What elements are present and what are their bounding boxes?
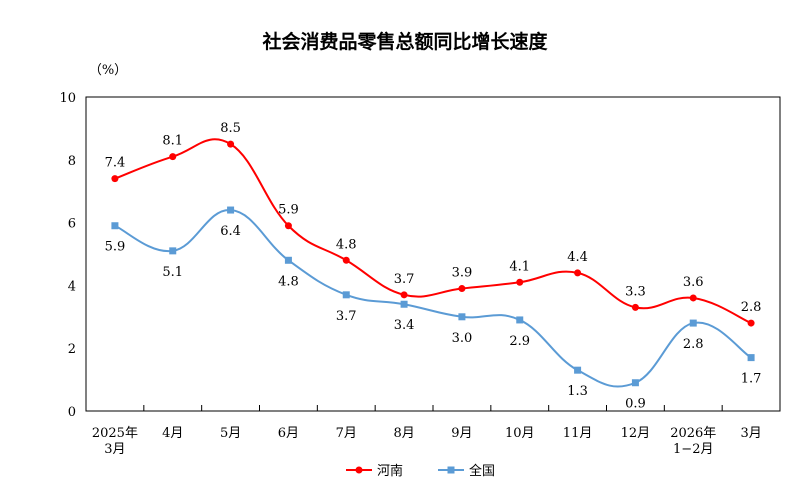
- chart-title: 社会消费品零售总额同比增长速度: [261, 30, 548, 53]
- data-label: 4.4: [567, 250, 588, 265]
- data-label: 3.6: [683, 275, 704, 290]
- data-label: 5.1: [162, 265, 183, 280]
- x-tick-label: 7月: [336, 426, 357, 441]
- data-label: 0.9: [625, 397, 646, 412]
- data-point: [516, 278, 524, 286]
- data-point: [169, 153, 177, 161]
- data-point: [400, 291, 408, 299]
- data-label: 3.9: [452, 266, 473, 281]
- data-point: [689, 294, 697, 302]
- x-tick-label: 11月: [563, 426, 593, 441]
- data-label: 4.1: [509, 259, 530, 274]
- x-tick-label: 10月: [505, 426, 535, 441]
- data-point: [227, 140, 235, 148]
- y-tick-label: 4: [68, 279, 76, 294]
- data-label: 6.4: [220, 224, 241, 239]
- data-point: [516, 316, 524, 324]
- x-tick-label: 3月: [740, 426, 761, 441]
- data-point: [342, 291, 350, 299]
- data-label: 5.9: [105, 240, 126, 255]
- data-label: 8.1: [162, 134, 183, 149]
- plot-frame: [85, 96, 781, 412]
- y-tick-label: 2: [68, 342, 76, 357]
- x-tick-label: 6月: [278, 426, 299, 441]
- data-point: [747, 319, 755, 327]
- data-point: [169, 247, 177, 255]
- data-label: 2.8: [741, 300, 762, 315]
- data-label: 3.7: [336, 309, 357, 324]
- x-tick-label: 12月: [621, 426, 651, 441]
- x-tick-label: 9月: [451, 426, 472, 441]
- y-tick-label: 10: [59, 91, 76, 106]
- data-point: [458, 285, 466, 293]
- x-tick-label: 4月: [162, 426, 183, 441]
- data-label: 2.9: [509, 334, 530, 349]
- series-line-全国: [114, 209, 752, 388]
- data-point: [400, 300, 408, 308]
- data-point: [111, 222, 119, 230]
- y-tick-label: 6: [68, 217, 76, 232]
- data-label: 5.9: [278, 203, 299, 218]
- legend-label: 河南: [377, 463, 403, 479]
- x-tick-label: 8月: [393, 426, 414, 441]
- data-point: [689, 319, 697, 327]
- data-label: 3.4: [394, 318, 415, 333]
- data-point: [111, 175, 119, 183]
- data-point: [631, 303, 639, 311]
- data-label: 2.8: [683, 337, 704, 352]
- data-label: 8.5: [220, 121, 241, 136]
- y-axis-label: （%）: [89, 63, 127, 78]
- x-tick-label: 2026年: [670, 426, 716, 441]
- series-line-河南: [114, 138, 752, 324]
- legend-marker: [355, 466, 363, 474]
- x-tick-label: 1−2月: [673, 442, 713, 457]
- data-point: [574, 366, 582, 374]
- data-label: 1.3: [567, 384, 588, 399]
- data-point: [342, 256, 350, 264]
- data-point: [631, 379, 639, 387]
- data-point: [574, 269, 582, 277]
- data-point: [284, 222, 292, 230]
- data-point: [747, 354, 755, 362]
- legend-marker: [447, 466, 455, 474]
- data-label: 4.8: [336, 237, 357, 252]
- data-label: 1.7: [741, 372, 762, 387]
- x-tick-label: 3月: [104, 442, 125, 457]
- data-label: 3.7: [394, 272, 415, 287]
- data-label: 3.3: [625, 284, 646, 299]
- x-tick-label: 5月: [220, 426, 241, 441]
- y-tick-label: 0: [68, 405, 76, 420]
- data-label: 7.4: [105, 156, 126, 171]
- x-tick-label: 2025年: [92, 426, 138, 441]
- data-point: [458, 313, 466, 321]
- legend-label: 全国: [469, 463, 495, 479]
- data-point: [284, 256, 292, 264]
- data-label: 4.8: [278, 274, 299, 289]
- data-point: [227, 206, 235, 214]
- data-label: 3.0: [452, 331, 473, 346]
- y-tick-label: 8: [68, 154, 76, 169]
